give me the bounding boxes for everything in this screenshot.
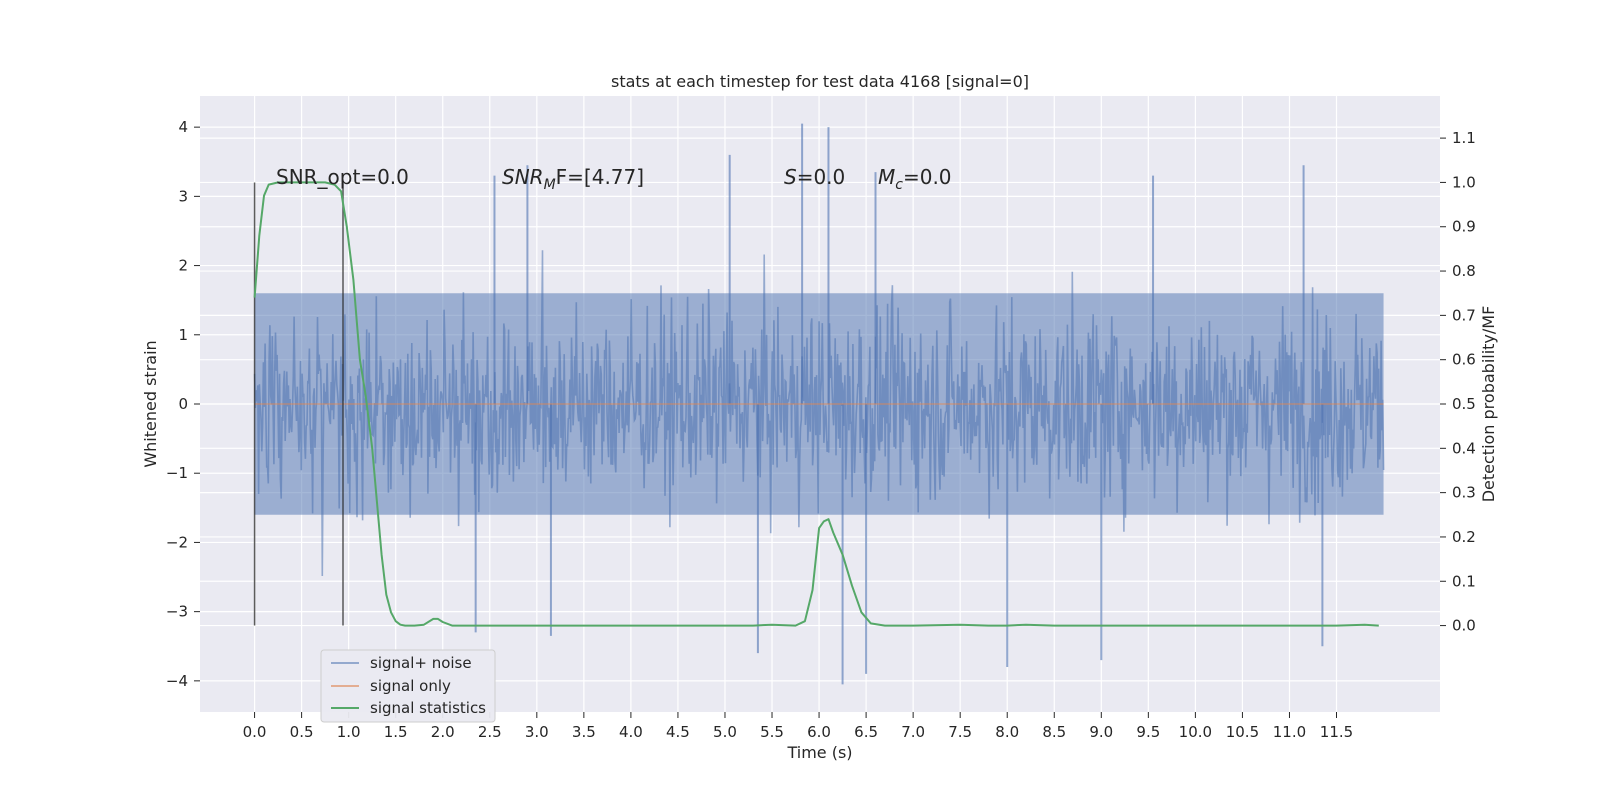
y-tick-label-left: 4 <box>178 118 188 136</box>
x-tick-label: 1.5 <box>384 723 408 741</box>
x-tick-label: 4.5 <box>666 723 690 741</box>
annotation-snr-mf: SNRMF=[4.77] <box>502 165 644 193</box>
legend: signal+ noise signal only signal statist… <box>320 649 496 723</box>
y-tick-label-right: 0.1 <box>1452 572 1476 590</box>
x-tick-label: 11.5 <box>1320 723 1353 741</box>
y-tick-label-left: −4 <box>166 672 188 690</box>
x-tick-label: 3.0 <box>525 723 549 741</box>
y-tick-label-left: 1 <box>178 326 188 344</box>
x-tick-label: 3.5 <box>572 723 596 741</box>
x-tick-label: 9.5 <box>1136 723 1160 741</box>
x-tick-label: 1.0 <box>337 723 361 741</box>
y-tick-label-left: 2 <box>178 257 188 275</box>
x-tick-label: 8.0 <box>995 723 1019 741</box>
x-tick-label: 2.0 <box>431 723 455 741</box>
x-tick-label: 8.5 <box>1042 723 1066 741</box>
legend-box <box>320 649 496 723</box>
y-tick-label-left: −2 <box>166 533 188 551</box>
annotation-s: S=0.0 <box>784 165 845 189</box>
snr-mf-base: SNR <box>502 165 544 189</box>
x-tick-label: 6.0 <box>807 723 831 741</box>
y-tick-label-left: 0 <box>178 395 188 413</box>
series-signal-statistics <box>253 181 1379 627</box>
legend-label-signal-statistics: signal statistics <box>370 699 486 717</box>
snr-mf-rest: F=[4.77] <box>556 165 644 189</box>
y-tick-label-right: 1.1 <box>1452 129 1476 147</box>
y-tick-label-left: −3 <box>166 603 188 621</box>
s-label: S <box>784 165 797 189</box>
x-tick-label: 10.0 <box>1179 723 1212 741</box>
vertical-markers <box>253 182 344 626</box>
x-tick-label: 6.5 <box>854 723 878 741</box>
legend-label-signal-only: signal only <box>370 677 451 695</box>
x-tick-label: 4.0 <box>619 723 643 741</box>
x-tick-label: 7.0 <box>901 723 925 741</box>
x-tick-label: 5.5 <box>760 723 784 741</box>
x-tick-label: 9.0 <box>1089 723 1113 741</box>
x-tick-label: 5.0 <box>713 723 737 741</box>
mc-base: M <box>878 165 895 189</box>
x-tick-label: 2.5 <box>478 723 502 741</box>
y-tick-label-right: 0.3 <box>1452 484 1476 502</box>
y-tick-label-right: 0.4 <box>1452 439 1476 457</box>
x-tick-label: 10.5 <box>1226 723 1259 741</box>
y-tick-label-right: 0.6 <box>1452 351 1476 369</box>
y-tick-label-left: −1 <box>166 464 188 482</box>
y-tick-label-right: 0.9 <box>1452 218 1476 236</box>
annotation-mc: Mc=0.0 <box>878 165 952 193</box>
y-tick-label-right: 0.0 <box>1452 617 1476 635</box>
y-tick-label-right: 0.8 <box>1452 262 1476 280</box>
legend-label-signal-noise: signal+ noise <box>370 654 472 672</box>
y-tick-label-right: 0.7 <box>1452 306 1476 324</box>
y-tick-label-left: 3 <box>178 187 188 205</box>
x-tick-label: 11.0 <box>1273 723 1306 741</box>
right-axis: 0.0 0.1 0.2 0.3 0.4 0.5 0.6 0.7 0.8 0.9 1.0 1.1 <box>1440 129 1476 635</box>
chart-title: stats at each timestep for test data 416… <box>611 72 1029 91</box>
x-tick-label: 0.5 <box>290 723 314 741</box>
mc-value: =0.0 <box>903 165 952 189</box>
y-tick-label-right: 0.5 <box>1452 395 1476 413</box>
y-axis-label-right: Detection probability/MF <box>1479 306 1498 503</box>
x-tick-label: 0.0 <box>243 723 267 741</box>
annotation-snr-opt: SNR_opt=0.0 <box>276 165 409 189</box>
x-axis-label: Time (s) <box>786 743 852 762</box>
y-axis-label-left: Whitened strain <box>141 340 160 467</box>
snr-mf-sub: M <box>544 177 556 193</box>
y-tick-label-right: 0.2 <box>1452 528 1476 546</box>
mc-sub: c <box>895 177 903 193</box>
left-axis: −4 −3 −2 −1 0 1 2 3 4 <box>166 118 200 690</box>
y-tick-label-right: 1.0 <box>1452 173 1476 191</box>
x-tick-label: 7.5 <box>948 723 972 741</box>
s-value: =0.0 <box>797 165 846 189</box>
signal-statistics-line <box>253 181 1379 627</box>
